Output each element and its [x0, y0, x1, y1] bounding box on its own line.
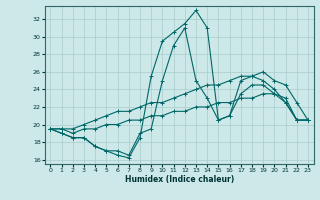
X-axis label: Humidex (Indice chaleur): Humidex (Indice chaleur)	[124, 175, 234, 184]
